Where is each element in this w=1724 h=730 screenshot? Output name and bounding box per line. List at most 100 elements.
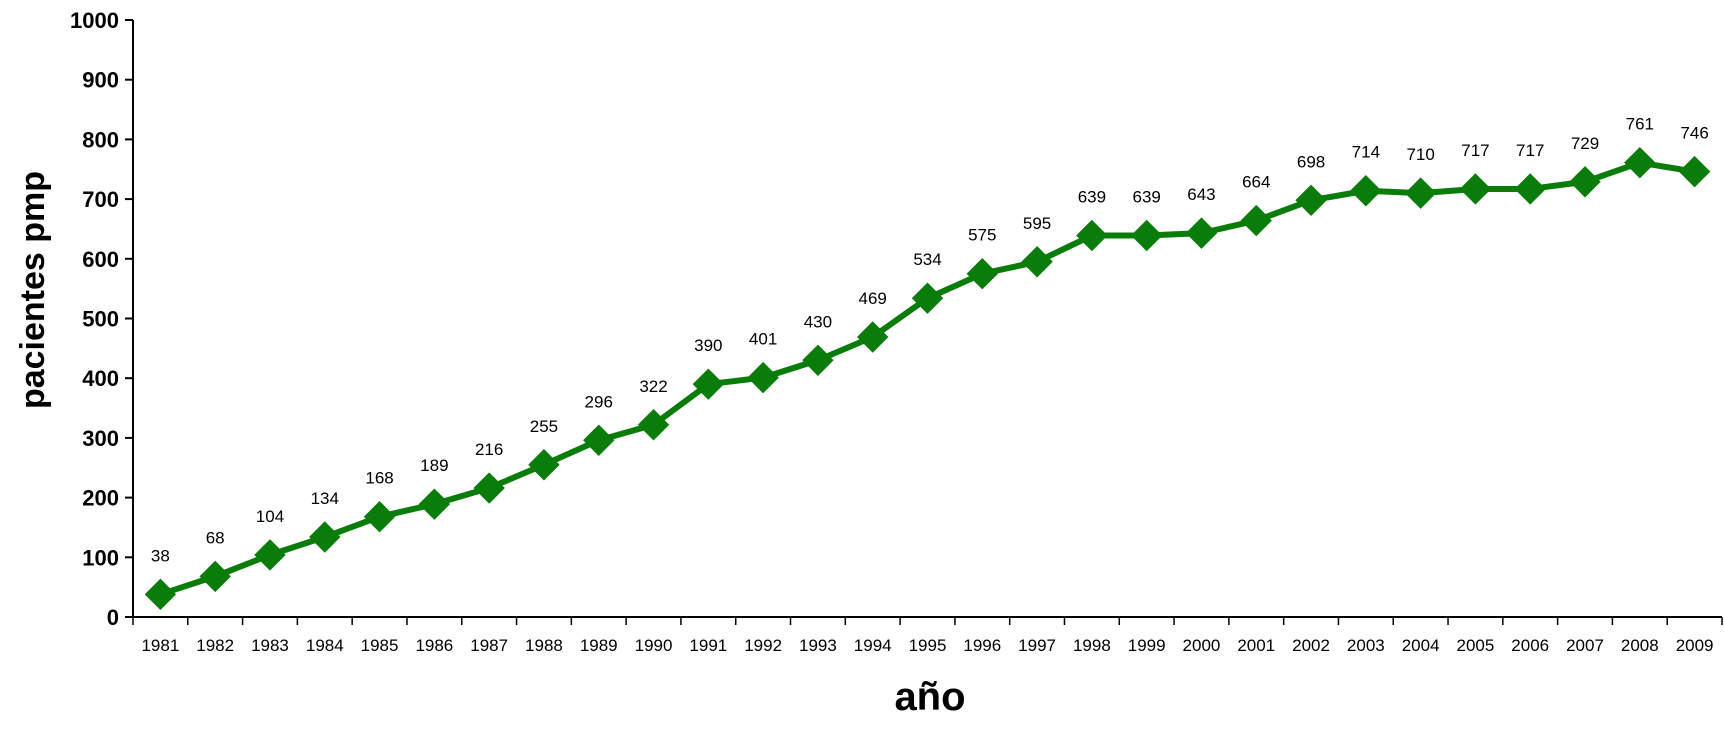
data-label: 534: [913, 250, 941, 269]
x-tick-label: 2001: [1237, 636, 1275, 655]
data-point-marker: [418, 488, 451, 520]
x-tick-label: 2000: [1183, 636, 1221, 655]
data-label: 595: [1023, 214, 1051, 233]
data-point-marker: [199, 560, 231, 593]
x-tick-label: 2007: [1566, 636, 1604, 655]
data-point-marker: [363, 500, 396, 533]
x-tick-label: 1981: [141, 636, 179, 655]
y-tick-label: 400: [82, 366, 119, 391]
x-tick-label: 2009: [1676, 636, 1714, 655]
y-tick-label: 200: [82, 486, 119, 511]
data-label: 390: [694, 336, 722, 355]
data-point-marker: [637, 409, 670, 441]
x-tick-label: 1982: [196, 636, 234, 655]
data-point-marker: [1624, 146, 1656, 179]
data-label: 104: [256, 507, 284, 526]
x-tick-label: 1992: [744, 636, 782, 655]
x-axis: 1981 1982 1983 1984 1985 1986 1987 1988 1989 1990…: [132, 616, 1723, 655]
x-tick-label: 2006: [1511, 636, 1549, 655]
data-point-marker: [911, 282, 944, 314]
data-point-marker: [802, 344, 834, 376]
data-label: 729: [1571, 134, 1599, 153]
data-label: 38: [151, 546, 170, 565]
x-tick-label: 2004: [1402, 636, 1440, 655]
y-axis: 0 100 200 300 400 500 600 700 800 900 1000: [70, 8, 134, 630]
x-tick-label: 1990: [635, 636, 673, 655]
data-point-marker: [1459, 173, 1492, 205]
y-tick-label: 700: [82, 187, 119, 212]
data-point-marker: [473, 472, 505, 504]
data-point-marker: [1678, 155, 1711, 188]
data-label: 643: [1187, 185, 1215, 204]
y-tick-label: 1000: [70, 8, 119, 33]
x-tick-label: 1996: [963, 636, 1001, 655]
data-label: 761: [1626, 115, 1654, 134]
data-point-marker: [747, 361, 779, 394]
x-tick-label: 1983: [251, 636, 289, 655]
y-tick-label: 900: [82, 68, 119, 93]
data-label: 639: [1078, 188, 1106, 207]
series-polyline: [159, 159, 1696, 598]
x-tick-label: 2008: [1621, 636, 1659, 655]
series-line: [159, 159, 1696, 598]
y-tick-label: 600: [82, 247, 119, 272]
data-label: 68: [206, 528, 225, 547]
x-axis-title: año: [894, 675, 965, 719]
x-tick-label: 1985: [361, 636, 399, 655]
x-tick-label: 2003: [1347, 636, 1385, 655]
data-label: 296: [585, 392, 613, 411]
data-point-marker: [1350, 175, 1382, 207]
data-label: 746: [1680, 124, 1708, 143]
data-label: 717: [1461, 141, 1489, 160]
data-label: 714: [1352, 143, 1380, 162]
data-point-marker: [1185, 217, 1218, 249]
x-tick-label: 1998: [1073, 636, 1111, 655]
x-tick-label: 1984: [306, 636, 344, 655]
data-label: 189: [420, 456, 448, 475]
data-label: 639: [1132, 188, 1160, 207]
data-point-marker: [1514, 173, 1546, 205]
data-point-marker: [254, 539, 286, 571]
data-label: 255: [530, 417, 558, 436]
data-point-marker: [856, 321, 889, 353]
data-label: 717: [1516, 141, 1544, 160]
data-point-marker: [966, 258, 999, 290]
y-tick-label: 100: [82, 545, 119, 570]
x-tick-label: 1991: [689, 636, 727, 655]
data-point-marker: [1569, 166, 1601, 198]
data-point-marker: [144, 578, 177, 611]
data-point-marker: [1021, 246, 1053, 278]
data-label: 216: [475, 440, 503, 459]
x-tick-label: 1989: [580, 636, 618, 655]
data-label: 430: [804, 312, 832, 331]
data-point-marker: [528, 449, 560, 481]
data-label: 168: [365, 469, 393, 488]
x-tick-label: 1987: [470, 636, 508, 655]
x-tick-label: 1994: [854, 636, 892, 655]
data-label: 698: [1297, 152, 1325, 171]
x-tick-label: 1999: [1128, 636, 1166, 655]
data-markers: [144, 146, 1711, 611]
data-label: 469: [859, 289, 887, 308]
data-point-marker: [692, 368, 725, 400]
data-point-marker: [1240, 204, 1272, 237]
data-labels: 38 68 104 134 168 189 216 255 296 322 390 401 430 469…: [151, 115, 1709, 566]
data-label: 322: [639, 377, 667, 396]
y-tick-label: 800: [82, 127, 119, 152]
data-point-marker: [583, 424, 615, 456]
x-tick-label: 1993: [799, 636, 837, 655]
data-point-marker: [1130, 219, 1163, 252]
data-label: 575: [968, 226, 996, 245]
x-tick-label: 2005: [1457, 636, 1495, 655]
data-point-marker: [1295, 184, 1327, 217]
data-label: 134: [311, 489, 339, 508]
x-tick-label: 1995: [909, 636, 947, 655]
y-tick-label: 300: [82, 426, 119, 451]
data-label: 664: [1242, 173, 1270, 192]
x-tick-label: 2002: [1292, 636, 1330, 655]
data-point-marker: [1404, 177, 1437, 209]
y-axis-title: pacientes pmp: [14, 171, 52, 409]
data-label: 401: [749, 330, 777, 349]
y-tick-label: 0: [107, 605, 119, 630]
